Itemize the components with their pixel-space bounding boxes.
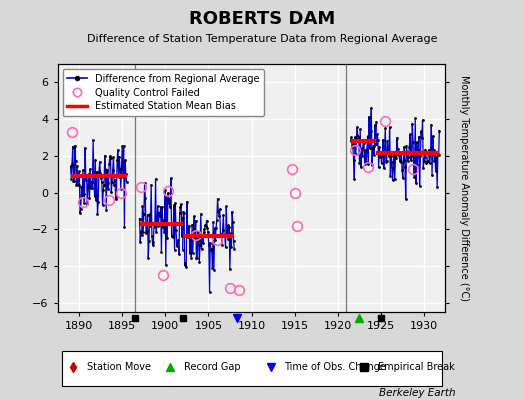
Text: Record Gap: Record Gap [183,362,241,372]
Text: Berkeley Earth: Berkeley Earth [379,388,456,398]
Text: Station Move: Station Move [87,362,151,372]
Y-axis label: Monthly Temperature Anomaly Difference (°C): Monthly Temperature Anomaly Difference (… [458,75,468,301]
Text: Empirical Break: Empirical Break [377,362,454,372]
Text: Difference of Station Temperature Data from Regional Average: Difference of Station Temperature Data f… [87,34,437,44]
Legend: Difference from Regional Average, Quality Control Failed, Estimated Station Mean: Difference from Regional Average, Qualit… [62,69,264,116]
Text: Time of Obs. Change: Time of Obs. Change [285,362,386,372]
FancyBboxPatch shape [61,351,442,386]
Text: ROBERTS DAM: ROBERTS DAM [189,10,335,28]
